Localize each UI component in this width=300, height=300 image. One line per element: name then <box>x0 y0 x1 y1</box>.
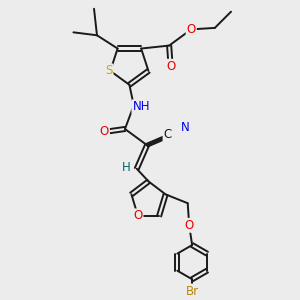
Text: O: O <box>166 60 175 73</box>
Text: H: H <box>122 161 131 174</box>
Text: O: O <box>100 125 109 138</box>
Text: O: O <box>187 23 196 36</box>
Text: Br: Br <box>186 284 199 298</box>
Text: O: O <box>133 209 142 222</box>
Text: O: O <box>184 219 194 232</box>
Text: N: N <box>181 121 190 134</box>
Text: NH: NH <box>132 100 150 113</box>
Text: S: S <box>105 64 112 77</box>
Text: C: C <box>164 128 172 141</box>
